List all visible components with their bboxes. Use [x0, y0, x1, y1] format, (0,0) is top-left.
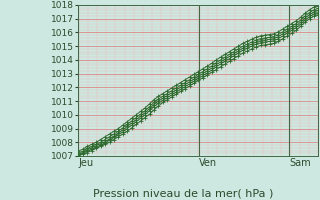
Text: Pression niveau de la mer( hPa ): Pression niveau de la mer( hPa ) [93, 188, 273, 198]
Text: Ven: Ven [199, 158, 217, 168]
Text: Jeu: Jeu [78, 158, 93, 168]
Text: Sam: Sam [289, 158, 310, 168]
